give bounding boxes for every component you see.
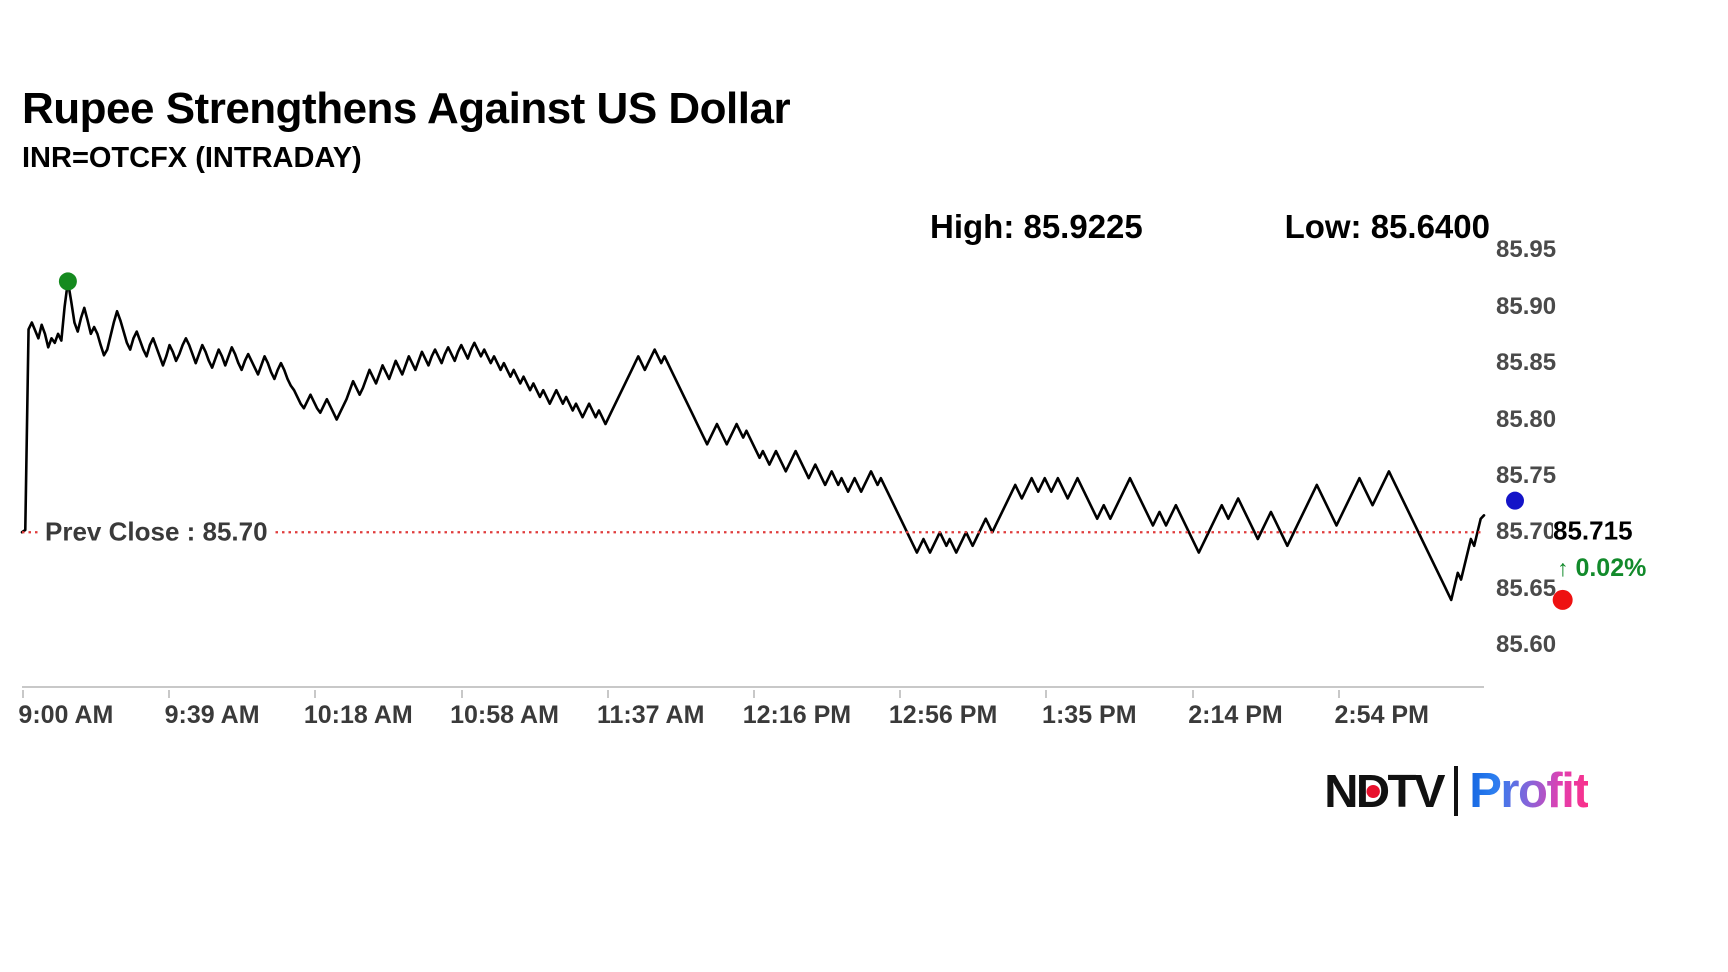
y-axis-tick-label: 85.70 (1496, 518, 1557, 546)
low-value: Low: 85.6400 (1284, 208, 1490, 245)
x-axis-tick-label: 10:18 AM (303, 701, 413, 729)
x-axis-tick-mark (1045, 690, 1048, 698)
x-axis-tick-label: 1:35 PM (1042, 701, 1137, 729)
x-axis-tick-mark (753, 690, 755, 698)
price-line (20, 280, 1486, 602)
y-axis-tick-label: 85.90 (1496, 292, 1557, 320)
x-axis-tick-mark (1191, 690, 1194, 698)
low-marker-dot (1552, 589, 1573, 610)
last-price-marker-dot (1506, 491, 1524, 510)
x-axis-tick-label: 2:54 PM (1334, 701, 1429, 729)
logo-red-dot-icon (1366, 785, 1380, 798)
logo-ndtv-label: NDTV (1324, 765, 1445, 817)
y-axis-tick-label: 85.60 (1496, 631, 1557, 658)
prev-close-label: Prev Close : 85.70 (40, 516, 273, 548)
logo-profit-text: Profit (1469, 764, 1589, 818)
x-axis-tick-label: 10:58 AM (450, 701, 559, 729)
x-axis-tick-mark (1337, 690, 1340, 698)
x-axis-tick-mark (314, 690, 317, 698)
y-axis-tick-label: 85.80 (1496, 405, 1557, 433)
chart-header: Rupee Strengthens Against US Dollar INR=… (22, 84, 1322, 175)
x-axis: 9:00 AM 9:39 AM 10:18 AM 10:58 AM 11:37 AM 12… (0, 690, 1728, 740)
last-change-percent: ↑ 0.02% (1557, 554, 1646, 583)
up-arrow-icon: ↑ (1557, 555, 1569, 582)
x-axis-tick-label: 12:16 PM (742, 701, 852, 729)
chart-subtitle: INR=OTCFX (INTRADAY) (22, 142, 362, 175)
x-axis-tick-label: 9:39 AM (164, 701, 260, 729)
x-axis-tick-mark (22, 690, 24, 698)
x-axis-tick-mark (168, 690, 171, 698)
x-axis-line (22, 686, 1484, 688)
x-axis-tick-mark (606, 690, 609, 698)
y-axis: 85.95 85.90 85.85 85.80 85.75 85.70 85.65 85.60 (1496, 225, 1616, 658)
logo-separator (1454, 766, 1459, 816)
y-axis-tick-label: 85.65 (1496, 574, 1557, 602)
last-price-value: 85.715 (1553, 515, 1633, 547)
x-axis-tick-mark (899, 690, 902, 698)
x-axis-tick-label: 9:00 AM (18, 701, 114, 729)
page-title: Rupee Strengthens Against US Dollar (22, 84, 791, 133)
high-low-stats: High: 85.9225 Low: 85.6400 (930, 208, 1490, 246)
x-axis-tick-mark (460, 690, 463, 698)
y-axis-tick-label: 85.95 (1496, 236, 1557, 264)
y-axis-tick-label: 85.75 (1496, 461, 1557, 489)
logo-ndtv-text: NDTV (1324, 764, 1445, 818)
ndtv-profit-logo: NDTV Profit (1324, 762, 1589, 820)
x-axis-tick-label: 12:56 PM (888, 701, 998, 729)
high-value: High: 85.9225 (930, 208, 1143, 245)
x-axis-tick-label: 2:14 PM (1188, 701, 1283, 729)
chart-plot-area (0, 225, 1728, 645)
high-marker-dot (58, 272, 77, 291)
x-axis-tick-label: 11:37 AM (596, 701, 705, 729)
change-percent-value: 0.02% (1575, 554, 1647, 583)
price-line-chart (20, 272, 1573, 610)
y-axis-tick-label: 85.85 (1496, 349, 1557, 377)
